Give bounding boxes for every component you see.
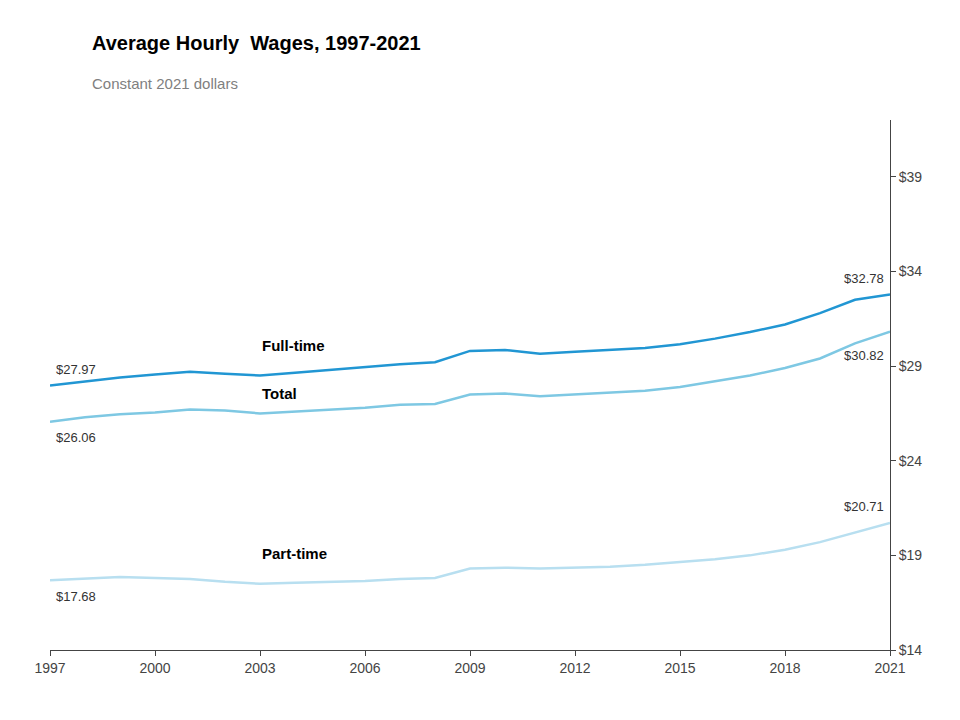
svg-text:2000: 2000 [139,660,170,676]
svg-text:1997: 1997 [34,660,65,676]
svg-text:Full-time: Full-time [262,337,325,354]
svg-text:2012: 2012 [559,660,590,676]
svg-text:2003: 2003 [244,660,275,676]
svg-text:$20.71: $20.71 [844,499,884,514]
svg-text:Constant 2021 dollars: Constant 2021 dollars [92,75,238,92]
svg-text:$29: $29 [899,358,923,374]
svg-text:$32.78: $32.78 [844,271,884,286]
svg-text:$27.97: $27.97 [56,362,96,377]
svg-text:2015: 2015 [664,660,695,676]
svg-text:$17.68: $17.68 [56,589,96,604]
svg-text:$39: $39 [899,169,923,185]
svg-text:$26.06: $26.06 [56,430,96,445]
svg-text:$19: $19 [899,547,923,563]
svg-text:2021: 2021 [874,660,905,676]
svg-text:2009: 2009 [454,660,485,676]
svg-text:Average Hourly Wages, 1997-20: Average Hourly Wages, 1997-2021 [92,32,421,54]
svg-text:2018: 2018 [769,660,800,676]
svg-text:$30.82: $30.82 [844,348,884,363]
svg-text:Part-time: Part-time [262,545,327,562]
svg-text:$34: $34 [899,263,923,279]
svg-text:Total: Total [262,385,297,402]
svg-text:$14: $14 [899,642,923,658]
svg-text:2006: 2006 [349,660,380,676]
svg-text:$24: $24 [899,453,923,469]
